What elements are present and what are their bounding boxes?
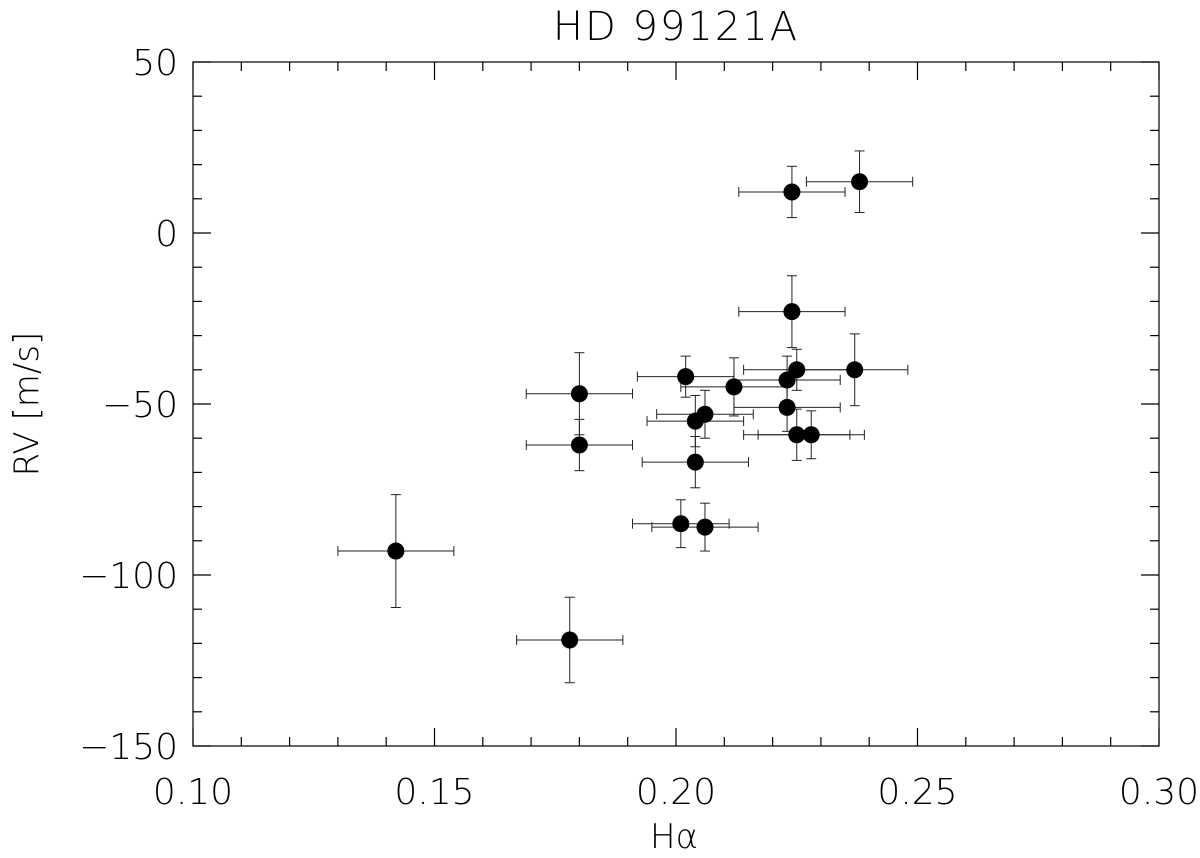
data-point <box>570 385 588 403</box>
y-axis-label: RV [m/s] <box>7 332 47 477</box>
major-ticks <box>192 61 1160 747</box>
data-point <box>788 361 806 379</box>
data-point <box>686 453 704 471</box>
y-tick-label: 0 <box>155 214 178 255</box>
data-point <box>672 515 690 533</box>
data-point <box>802 426 820 444</box>
x-tick-labels: 0.10 0.15 0.20 0.25 0.30 <box>153 772 1199 813</box>
minor-ticks <box>193 62 1159 746</box>
data-point <box>846 361 864 379</box>
data-point <box>783 303 801 321</box>
x-tick-label: 0.15 <box>394 772 474 813</box>
data-point <box>788 426 806 444</box>
y-tick-label: −100 <box>79 556 178 597</box>
data-point <box>677 368 695 386</box>
data-point <box>783 183 801 201</box>
y-tick-label: −150 <box>79 727 178 768</box>
data-point <box>696 405 714 423</box>
data-markers <box>387 173 869 649</box>
error-bars <box>337 150 914 684</box>
data-point <box>696 518 714 536</box>
data-point <box>387 542 405 560</box>
data-point <box>561 631 579 649</box>
data-point <box>778 398 796 416</box>
y-tick-label: −50 <box>102 385 178 426</box>
chart-title: HD 99121A <box>553 4 799 50</box>
x-tick-label: 0.10 <box>153 772 233 813</box>
data-point <box>851 173 869 191</box>
y-tick-label: 50 <box>132 43 178 84</box>
x-tick-label: 0.30 <box>1119 772 1199 813</box>
data-point <box>725 378 743 396</box>
x-tick-label: 0.25 <box>877 772 957 813</box>
data-point <box>570 436 588 454</box>
plot-frame <box>192 61 1160 747</box>
y-tick-labels: 50 0 −50 −100 −150 <box>79 43 178 768</box>
x-tick-label: 0.20 <box>636 772 716 813</box>
x-axis-label: Hα <box>650 817 698 857</box>
